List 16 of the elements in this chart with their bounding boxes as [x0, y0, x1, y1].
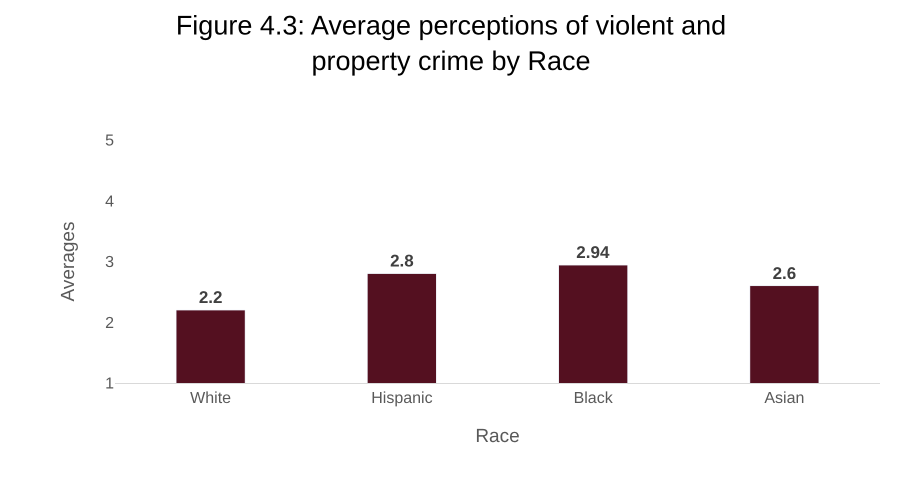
data-label: 2.8 [390, 252, 414, 271]
data-label: 2.6 [772, 264, 796, 283]
y-tick-label: 5 [105, 132, 114, 150]
y-axis-title: Averages [58, 222, 79, 302]
chart-title: Figure 4.3: Average perceptions of violent and property crime by Race [176, 10, 726, 76]
y-tick-label: 3 [105, 254, 114, 272]
data-label: 2.94 [576, 243, 610, 262]
x-tick-label: White [190, 390, 232, 408]
x-axis-title: Race [475, 426, 520, 447]
y-tick-label: 1 [105, 376, 114, 393]
x-tick-label: Black [574, 390, 614, 408]
data-label: 2.2 [198, 288, 222, 308]
y-tick-label: 2 [105, 314, 114, 332]
x-tick-label: Hispanic [371, 390, 433, 408]
y-tick-label: 4 [105, 193, 114, 210]
x-tick-label: Asian [764, 390, 804, 408]
